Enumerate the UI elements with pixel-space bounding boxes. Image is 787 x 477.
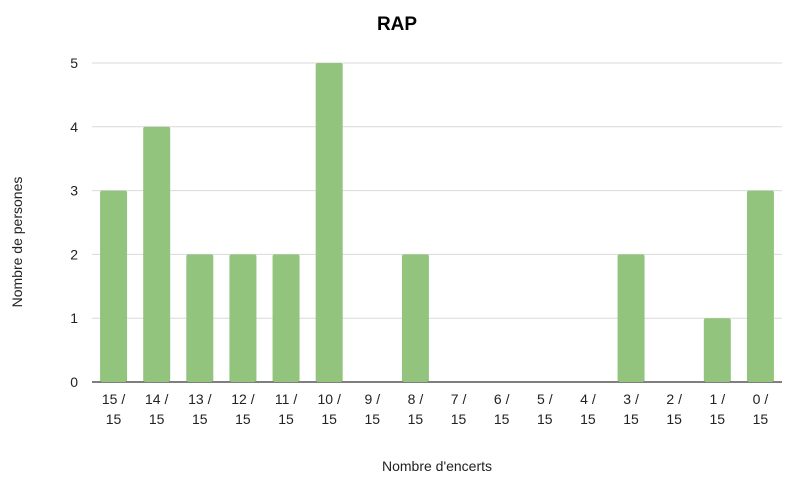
x-tick-label: 10 /15 (318, 391, 341, 427)
bar (143, 126, 171, 382)
x-tick-label: 12 /15 (231, 391, 254, 427)
bar (186, 254, 214, 382)
y-axis-label: Nombre de persones (9, 177, 25, 308)
x-tick-label: 4 /15 (580, 391, 596, 427)
bars (100, 63, 774, 382)
x-tick-label: 0 /15 (753, 391, 769, 427)
x-tick-label: 5 /15 (537, 391, 553, 427)
bar (401, 254, 429, 382)
x-tick-label: 13 /15 (188, 391, 211, 427)
x-tick-label: 8 /15 (408, 391, 424, 427)
x-tick-label: 3 /15 (623, 391, 639, 427)
x-tick-label: 6 /15 (494, 391, 510, 427)
gridlines: 0 1 2 3 4 5 (70, 55, 782, 390)
bar (229, 254, 257, 382)
x-tick-label: 15 /15 (102, 391, 125, 427)
bar (100, 190, 128, 382)
bar (272, 254, 300, 382)
bar (315, 63, 343, 382)
x-tick-label: 1 /15 (710, 391, 726, 427)
y-tick-label: 0 (70, 374, 78, 390)
bar (746, 190, 774, 382)
chart-title: RAP (377, 14, 417, 35)
x-tick-label: 9 /15 (365, 391, 381, 427)
y-tick-label: 5 (70, 55, 78, 71)
bar (617, 254, 645, 382)
y-tick-label: 4 (70, 119, 78, 135)
x-tick-labels: 15 /15 14 /15 13 /15 12 /15 11 /15 10 /15 9 /1… (102, 391, 769, 427)
y-tick-label: 3 (70, 183, 78, 199)
x-tick-label: 7 /15 (451, 391, 467, 427)
x-axis-label: Nombre d'encerts (382, 458, 492, 474)
x-tick-label: 11 /15 (275, 391, 297, 427)
y-tick-label: 1 (70, 310, 78, 326)
y-tick-label: 2 (70, 246, 78, 262)
bar (703, 318, 731, 382)
x-tick-label: 2 /15 (666, 391, 682, 427)
x-tick-label: 14 /15 (145, 391, 168, 427)
